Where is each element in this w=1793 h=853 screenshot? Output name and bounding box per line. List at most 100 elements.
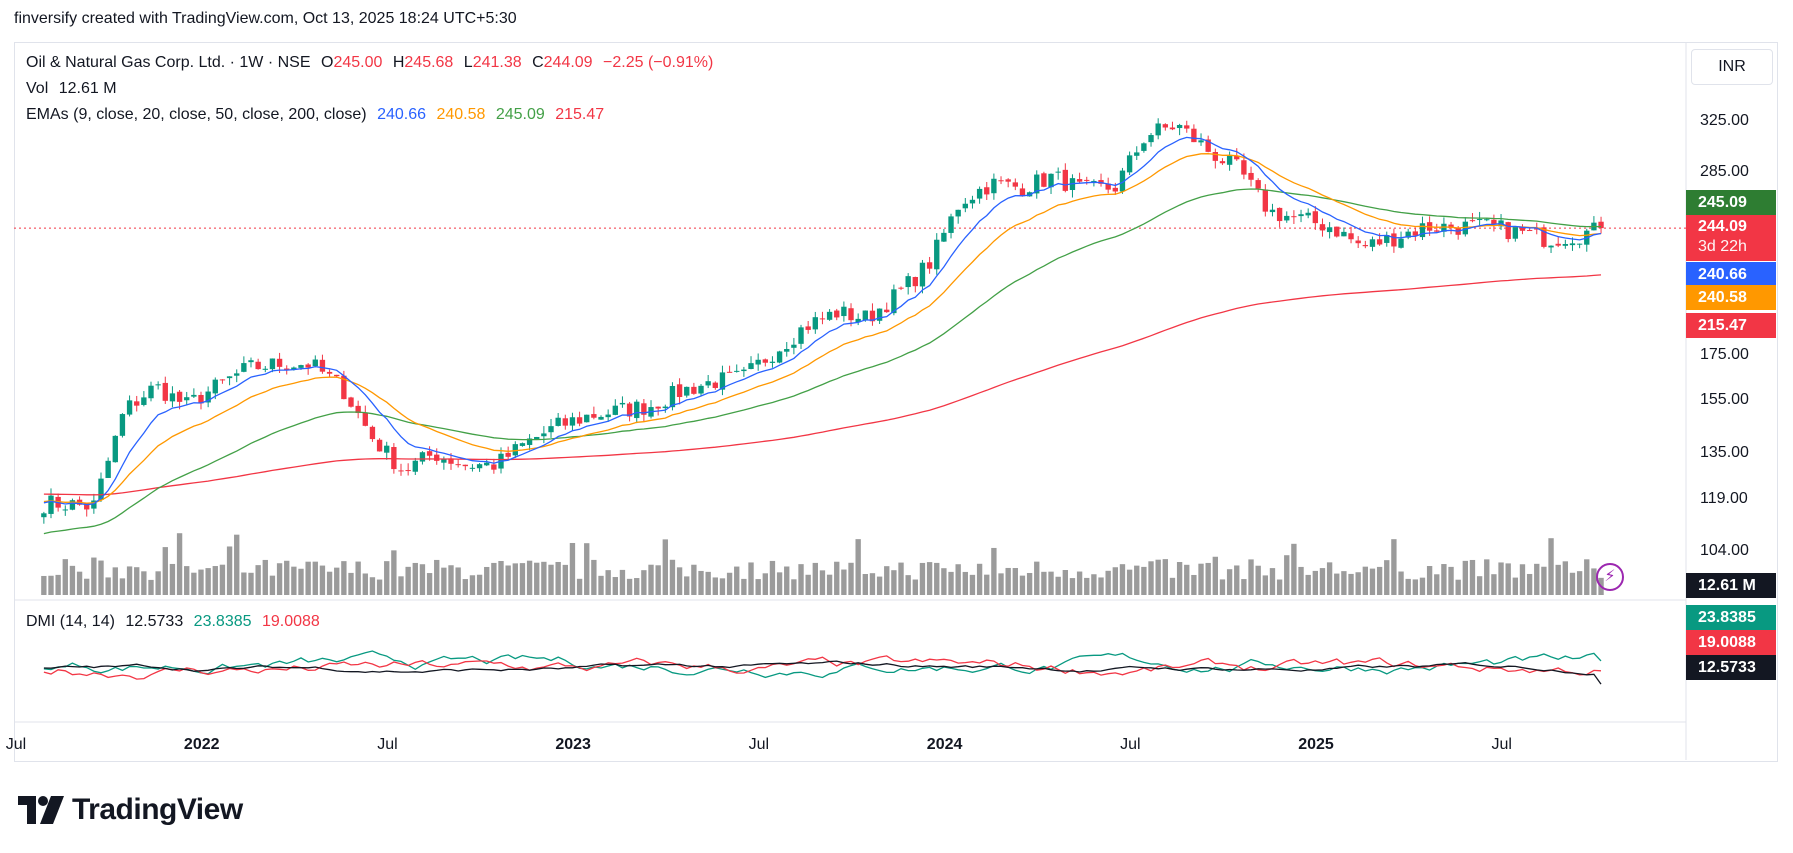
candle-body (412, 460, 418, 472)
candle-body (634, 401, 640, 419)
volume-bar (1391, 539, 1397, 595)
candle-body (1005, 179, 1011, 182)
candle-body (1469, 220, 1476, 222)
candle-body (1105, 183, 1111, 190)
volume-bar (1376, 566, 1383, 595)
candle-body (419, 452, 426, 462)
candle-body (1119, 170, 1126, 192)
candle-body (598, 416, 604, 420)
volume-bar (762, 573, 768, 595)
symbol-title[interactable]: Oil & Natural Gas Corp. Ltd. · 1W · NSE (26, 54, 311, 71)
time-tick-label: Jul (6, 736, 26, 753)
candle-body (541, 433, 547, 437)
tradingview-wordmark: TradingView (72, 793, 243, 826)
candle-body (255, 361, 261, 370)
candle-body (1098, 180, 1104, 184)
candle-body (676, 384, 683, 398)
candle-body (691, 386, 697, 394)
candle-body (905, 276, 911, 288)
candle-body (305, 364, 311, 368)
volume-value: 12.61 M (58, 80, 117, 97)
price-tick-label: 285.00 (1700, 163, 1749, 180)
candle-body (776, 351, 783, 363)
tradingview-logo[interactable]: TradingView (18, 792, 243, 828)
volume-bar (912, 579, 918, 595)
volume-bar (541, 561, 547, 595)
volume-bar (1119, 564, 1126, 595)
volume-label[interactable]: Vol (26, 80, 49, 97)
minus-di-line (43, 655, 1602, 680)
time-tick-label: 2025 (1298, 736, 1334, 753)
candle-body (876, 308, 883, 321)
candle-body (1369, 239, 1376, 247)
volume-bar (1348, 573, 1354, 595)
candle-body (884, 309, 890, 313)
volume-bar (1184, 564, 1190, 595)
candle-body (84, 503, 90, 510)
volume-bar (941, 568, 947, 595)
ema-label[interactable]: EMAs (9, close, 20, close, 50, close, 20… (26, 106, 367, 123)
volume-bar (1584, 559, 1590, 595)
volume-bar (569, 542, 576, 595)
volume-bar (1198, 563, 1204, 595)
plus-di-value: 23.8385 (193, 613, 252, 630)
dmi-label[interactable]: DMI (14, 14) (26, 613, 115, 630)
candle-body (441, 459, 447, 463)
volume-bar (1341, 571, 1347, 595)
candle-body (1148, 135, 1154, 143)
currency-button[interactable]: INR (1691, 49, 1773, 85)
volume-bar (312, 561, 318, 595)
volume-bar (69, 565, 76, 595)
candle-body (1512, 226, 1519, 239)
badge-ema20: 240.58 (1686, 285, 1776, 310)
candle-body (134, 401, 140, 406)
volume-bar (948, 571, 954, 595)
legend-row-emas: EMAs (9, close, 20, close, 50, close, 20… (26, 106, 610, 124)
candle-body (1162, 124, 1168, 128)
volume-bar (898, 562, 904, 595)
volume-bar (1162, 559, 1168, 595)
volume-bar (741, 578, 747, 595)
candle-body (184, 397, 190, 401)
candle-body (1284, 215, 1290, 221)
candle-body (169, 393, 176, 402)
price-tick-label: 175.00 (1700, 346, 1749, 363)
time-tick-label: 2022 (184, 736, 220, 753)
volume-bar (719, 578, 726, 595)
candle-body (262, 368, 268, 370)
candle-body (1491, 219, 1497, 225)
candle-body (1534, 228, 1540, 230)
volume-bar (1576, 571, 1583, 595)
volume-bar (476, 574, 483, 595)
volume-bar (1534, 563, 1540, 595)
volume-bar (1048, 571, 1054, 595)
volume-bar (1019, 575, 1026, 595)
candle-body (1519, 226, 1526, 231)
volume-bar (341, 561, 347, 595)
candle-body (984, 187, 990, 195)
candle-body (162, 382, 168, 401)
volume-bar (919, 562, 926, 595)
volume-bar (234, 534, 240, 595)
candle-body (848, 308, 854, 321)
candle-body (1505, 222, 1511, 240)
volume-bar (884, 566, 890, 595)
volume-bar (205, 568, 211, 595)
volume-bar (176, 533, 183, 595)
lightning-icon[interactable]: ⚡ (1596, 563, 1624, 591)
candle-body (969, 199, 976, 204)
volume-bar (1105, 570, 1111, 595)
candle-body (1176, 124, 1183, 129)
candle-body (1084, 179, 1090, 181)
volume-bar (791, 579, 797, 595)
volume-bar (962, 571, 968, 595)
candle-body (1598, 221, 1604, 229)
volume-bar (412, 562, 418, 595)
badge-last-price: 244.09 3d 22h (1686, 215, 1776, 261)
volume-bar (241, 572, 247, 595)
candle-body (1484, 219, 1490, 221)
candle-body (912, 276, 918, 287)
volume-bar (676, 567, 683, 595)
candle-body (569, 417, 576, 426)
